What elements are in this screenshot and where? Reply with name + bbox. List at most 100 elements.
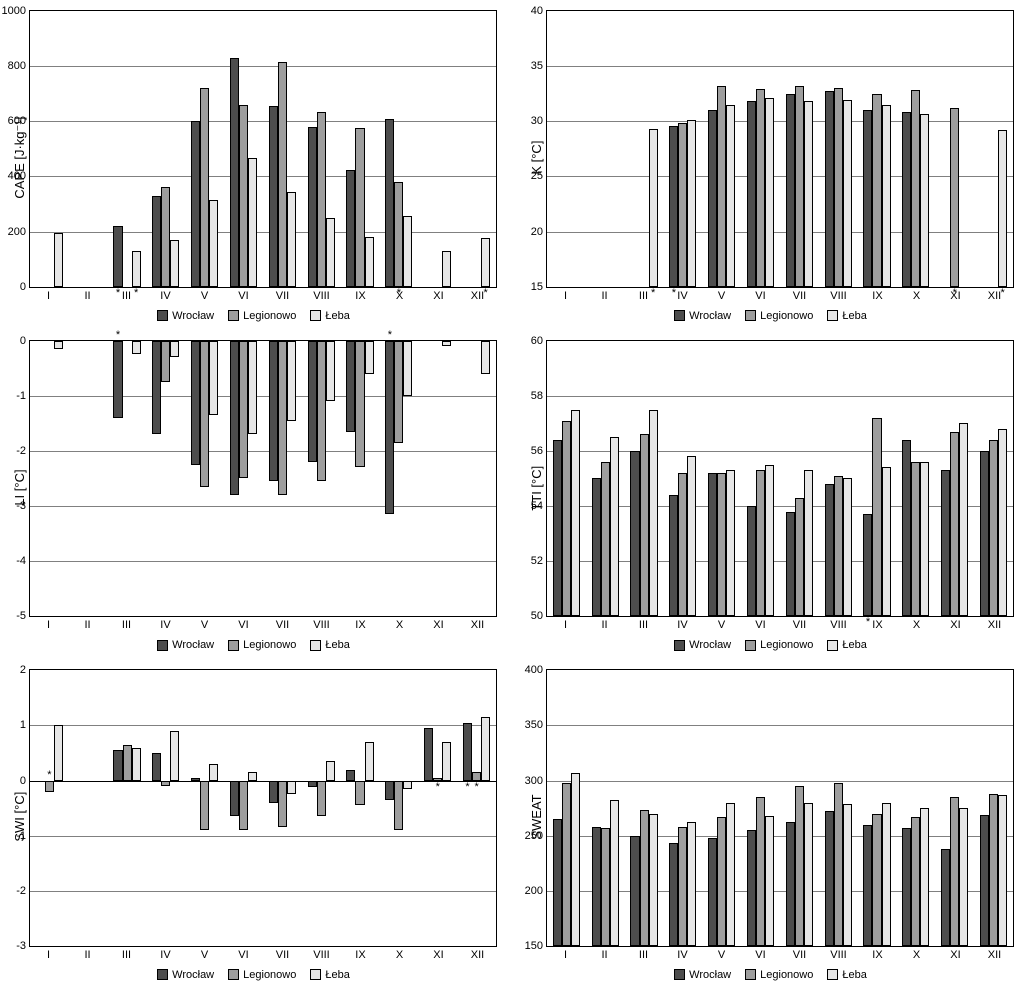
legend-swatch: [674, 640, 685, 651]
chart-panel-tti: TTI [°C]505254565860*IIIIIIIVVVIVIIVIIII…: [527, 340, 1014, 652]
bar: [161, 187, 170, 286]
legend-swatch: [827, 969, 838, 980]
xtick: V: [185, 947, 224, 965]
bar: [765, 465, 774, 617]
xtick: IV: [663, 617, 702, 635]
xtick: XII: [975, 947, 1014, 965]
bar: [170, 240, 179, 287]
bar: [442, 742, 451, 781]
chart-panel-swi: SWI [°C]-3-2-1012****IIIIIIIVVVIVIIVIIII…: [10, 669, 497, 981]
bar: [269, 341, 278, 482]
legend-swatch: [674, 969, 685, 980]
ytick: 0: [20, 281, 30, 293]
bar: [113, 341, 122, 418]
bar: [442, 251, 451, 287]
chart-panel-k: K [°C]152025303540****IIIIIIIVVVIVIIVIII…: [527, 10, 1014, 322]
chart-grid: CAPE [J·kg⁻¹]02004006008001000****IIIIII…: [10, 10, 1014, 981]
bar: [326, 218, 335, 287]
legend-label: Łeba: [325, 310, 349, 322]
xtick: I: [546, 947, 585, 965]
bar: [365, 237, 374, 287]
bar: [872, 814, 881, 946]
bar: [911, 462, 920, 616]
bar: [394, 341, 403, 443]
xtick: XII: [458, 288, 497, 306]
bar: [152, 753, 161, 781]
bar: [278, 341, 287, 495]
bar: [795, 498, 804, 617]
bar: [678, 827, 687, 946]
ytick: -1: [16, 830, 30, 842]
bar: [843, 100, 852, 286]
bar: [248, 772, 257, 780]
xtick: V: [702, 947, 741, 965]
bar: [902, 112, 911, 286]
bar: [385, 119, 394, 287]
bar: [326, 341, 335, 402]
bar: [161, 781, 170, 787]
bar: [630, 836, 639, 946]
bar: [152, 196, 161, 287]
bar: [804, 101, 813, 286]
bar: [687, 120, 696, 286]
bar: [317, 341, 326, 482]
legend-label: Wrocław: [172, 969, 214, 981]
bar: [980, 451, 989, 616]
bar: [786, 512, 795, 617]
xtick: IV: [663, 947, 702, 965]
bar: [365, 742, 374, 781]
ytick: -3: [16, 500, 30, 512]
bar: [717, 817, 726, 946]
xtick: IX: [341, 288, 380, 306]
legend: WrocławLegionowoŁeba: [10, 306, 497, 322]
bar: [191, 121, 200, 286]
annotation-asterisk: *: [134, 287, 138, 299]
xtick: IV: [663, 288, 702, 306]
legend-label: Wrocław: [172, 639, 214, 651]
ytick: 54: [531, 500, 547, 512]
legend-item: Łeba: [827, 639, 866, 651]
xtick: X: [380, 947, 419, 965]
bar: [941, 470, 950, 616]
xtick: I: [29, 947, 68, 965]
bar: [765, 98, 774, 287]
legend: WrocławLegionowoŁeba: [527, 635, 1014, 651]
legend-label: Wrocław: [689, 969, 731, 981]
bar: [385, 781, 394, 800]
xtick: VI: [224, 617, 263, 635]
bar: [649, 410, 658, 617]
bar: [708, 838, 717, 946]
legend-label: Legionowo: [760, 969, 813, 981]
bar: [708, 110, 717, 286]
bar: [882, 105, 891, 287]
ytick: -3: [16, 940, 30, 952]
bar: [394, 781, 403, 831]
xtick: II: [585, 617, 624, 635]
bar: [209, 200, 218, 287]
plot-li: -5-4-3-2-10**: [29, 340, 497, 618]
xtick: VI: [224, 288, 263, 306]
bar: [998, 429, 1007, 616]
bar: [481, 238, 490, 286]
legend-item: Wrocław: [674, 310, 731, 322]
bar: [239, 781, 248, 831]
legend-item: Wrocław: [157, 969, 214, 981]
legend-item: Legionowo: [745, 310, 813, 322]
legend-item: Łeba: [827, 310, 866, 322]
bar: [998, 795, 1007, 946]
bar: [287, 192, 296, 287]
ytick: 800: [8, 60, 30, 72]
bar: [825, 811, 834, 946]
xtick: V: [702, 617, 741, 635]
legend-swatch: [157, 310, 168, 321]
bar: [248, 158, 257, 286]
bar: [472, 772, 481, 780]
xtick: VI: [741, 617, 780, 635]
bar: [394, 182, 403, 287]
ytick: 1: [20, 719, 30, 731]
legend-label: Łeba: [325, 639, 349, 651]
bar: [756, 470, 765, 616]
bar: [170, 731, 179, 781]
bar: [571, 410, 580, 617]
bar: [950, 797, 959, 946]
